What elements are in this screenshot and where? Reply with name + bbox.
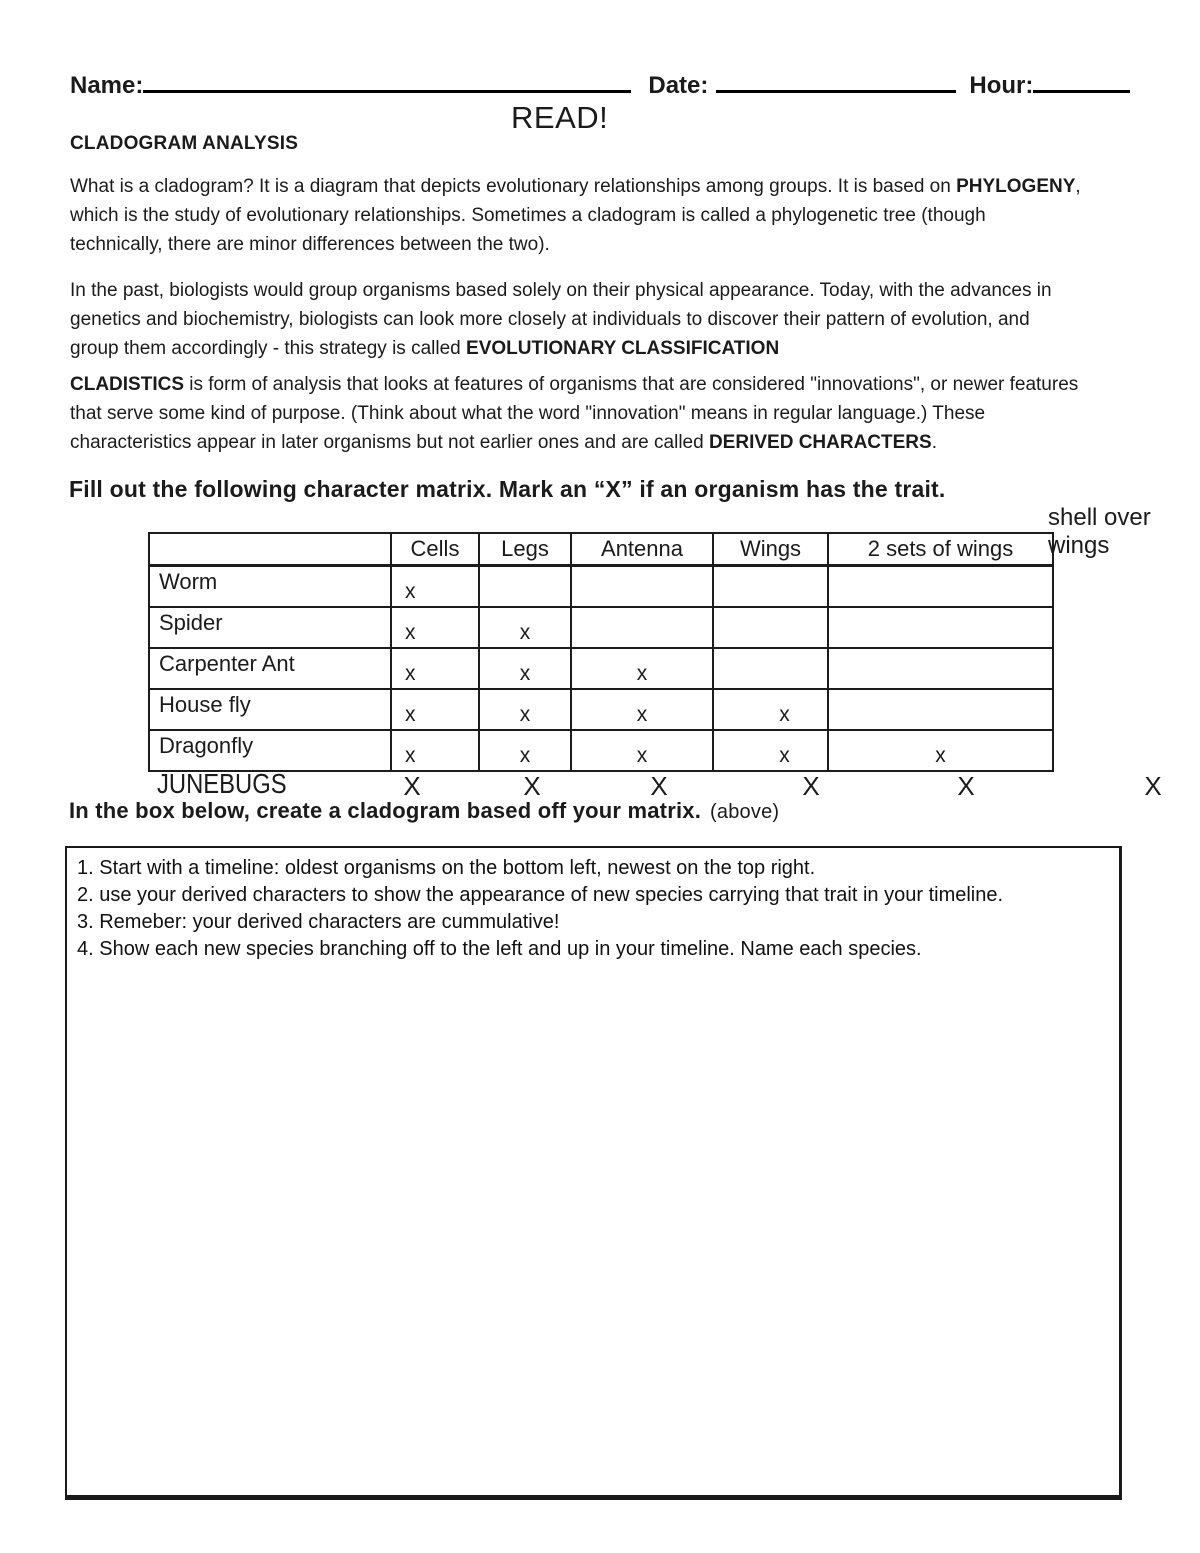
trait-mark: x	[478, 606, 572, 649]
trait-mark: x	[390, 729, 480, 772]
column-header-wings: Wings	[712, 532, 829, 567]
instruction-step-3: 3. Remeber: your derived characters are …	[77, 911, 560, 933]
name-label: Name:	[70, 72, 144, 99]
trait-mark: x	[827, 729, 1054, 772]
instruction-step-2: 2. use your derived characters to show t…	[77, 884, 1004, 906]
trait-mark	[827, 606, 1054, 649]
junebugs-x-mark: X	[957, 771, 975, 801]
paragraph-line: What is a cladogram? It is a diagram tha…	[70, 176, 1081, 197]
paragraph-line: group them accordingly - this strategy i…	[70, 338, 780, 359]
paragraph-cladistics: CLADISTICS is form of analysis that look…	[70, 370, 1140, 457]
trait-mark: x	[712, 729, 829, 772]
organism-name: Carpenter Ant	[148, 647, 392, 690]
hour-label: Hour:	[969, 72, 1034, 99]
junebugs-x-mark: X	[1144, 771, 1162, 801]
trait-mark: x	[570, 688, 714, 731]
trait-mark: x	[478, 688, 572, 731]
paragraph-line: In the past, biologists would group orga…	[70, 280, 1052, 301]
trait-mark: x	[570, 729, 714, 772]
trait-mark	[570, 606, 714, 649]
cladogram-drawing-box: 1. Start with a timeline: oldest organis…	[65, 846, 1122, 1500]
paragraph-evolutionary-classification: In the past, biologists would group orga…	[70, 276, 1140, 363]
trait-mark: x	[478, 647, 572, 690]
trait-mark: x	[390, 647, 480, 690]
read-annotation: READ!	[511, 100, 609, 135]
junebugs-annotation-label: JUNEBUGS	[157, 768, 287, 799]
shell-over-wings-annotation: shell over wings	[1048, 504, 1151, 559]
table-row: House fly x x x x	[148, 688, 1054, 731]
trait-mark	[478, 564, 572, 608]
junebugs-x-mark: X	[403, 771, 421, 801]
character-matrix-table: Cells Legs Antenna Wings 2 sets of wings…	[148, 532, 1054, 772]
organism-name: Spider	[148, 606, 392, 649]
date-label: Date:	[648, 72, 709, 99]
organism-name: Worm	[148, 564, 392, 608]
matrix-header-row: Cells Legs Antenna Wings 2 sets of wings	[148, 532, 1054, 567]
above-annotation: (above)	[710, 801, 780, 823]
trait-mark	[827, 688, 1054, 731]
cladogram-box-heading: In the box below, create a cladogram bas…	[69, 798, 779, 824]
junebugs-x-mark: X	[523, 771, 541, 801]
trait-mark: x	[478, 729, 572, 772]
paragraph-what-is-cladogram: What is a cladogram? It is a diagram tha…	[70, 172, 1140, 259]
paragraph-line: CLADISTICS is form of analysis that look…	[70, 374, 1079, 395]
trait-mark: x	[390, 606, 480, 649]
column-header-antenna: Antenna	[570, 532, 714, 567]
column-header-cells: Cells	[390, 532, 480, 567]
table-row: Spider x x	[148, 606, 1054, 649]
trait-mark: x	[712, 688, 829, 731]
instruction-step-1: 1. Start with a timeline: oldest organis…	[77, 857, 816, 879]
paragraph-line: that serve some kind of purpose. (Think …	[70, 403, 986, 424]
trait-mark	[570, 564, 714, 608]
organism-name: Dragonfly	[148, 729, 392, 772]
trait-mark: x	[390, 688, 480, 731]
paragraph-line: which is the study of evolutionary relat…	[70, 205, 986, 226]
matrix-corner-cell	[148, 532, 392, 567]
column-header-2-sets-of-wings: 2 sets of wings	[827, 532, 1054, 567]
date-blank-line	[716, 89, 957, 93]
junebugs-x-mark: X	[802, 771, 820, 801]
matrix-instructions-heading: Fill out the following character matrix.…	[69, 476, 946, 502]
trait-mark	[827, 564, 1054, 608]
box-heading-bold: In the box below, create a cladogram bas…	[69, 798, 702, 823]
name-blank-line	[143, 89, 632, 93]
paragraph-line: technically, there are minor differences…	[70, 234, 550, 255]
table-row: Worm x	[148, 564, 1054, 608]
trait-mark	[712, 606, 829, 649]
trait-mark	[712, 647, 829, 690]
trait-mark: x	[390, 564, 480, 608]
organism-name: House fly	[148, 688, 392, 731]
hour-blank-line	[1033, 89, 1131, 93]
paragraph-line: genetics and biochemistry, biologists ca…	[70, 309, 1030, 330]
trait-mark: x	[570, 647, 714, 690]
header-fill-in-line: Name: Date: Hour:	[70, 72, 1134, 100]
column-header-legs: Legs	[478, 532, 572, 567]
junebugs-x-mark: X	[650, 771, 668, 801]
table-row: Carpenter Ant x x x	[148, 647, 1054, 690]
instruction-step-4: 4. Show each new species branching off t…	[77, 938, 922, 960]
table-row: Dragonfly x x x x x	[148, 729, 1054, 772]
paragraph-line: characteristics appear in later organism…	[70, 432, 937, 453]
trait-mark	[712, 564, 829, 608]
trait-mark	[827, 647, 1054, 690]
page-title: CLADOGRAM ANALYSIS	[70, 133, 299, 154]
